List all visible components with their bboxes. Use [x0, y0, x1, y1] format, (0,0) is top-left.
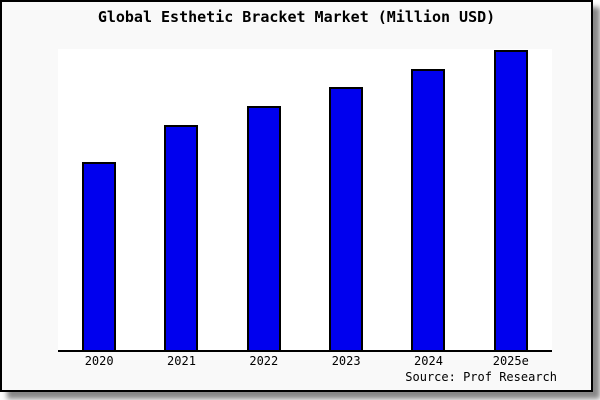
bar-slot-2023 [305, 49, 387, 350]
bar-slot-2020 [58, 49, 140, 350]
chart-title: Global Esthetic Bracket Market (Million … [97, 8, 496, 26]
x-tick-label-2024: 2024 [414, 354, 443, 368]
x-tick-label-2025e: 2025e [492, 354, 529, 368]
bar-2025e [493, 50, 528, 350]
chart-frame: Global Esthetic Bracket Market (Million … [0, 0, 593, 392]
bar-2021 [164, 125, 199, 350]
bar-slot-2021 [140, 49, 222, 350]
bars-container [58, 49, 552, 350]
bar-2020 [82, 162, 117, 350]
bar-slot-2025e [470, 49, 552, 350]
bar-2023 [329, 87, 364, 350]
x-tick-label-2020: 2020 [84, 354, 114, 368]
bar-2022 [246, 106, 281, 350]
x-axis-labels: 2020 2021 2022 2023 2024 2025e [58, 354, 552, 368]
x-tick-label-2022: 2022 [249, 354, 279, 368]
bar-2024 [411, 69, 446, 350]
bar-slot-2024 [387, 49, 469, 350]
x-tick-label-2023: 2023 [331, 354, 361, 368]
source-credit: Source: Prof Research [405, 370, 557, 384]
plot-area [58, 49, 552, 352]
bar-slot-2022 [223, 49, 305, 350]
x-tick-label-2021: 2021 [167, 354, 196, 368]
